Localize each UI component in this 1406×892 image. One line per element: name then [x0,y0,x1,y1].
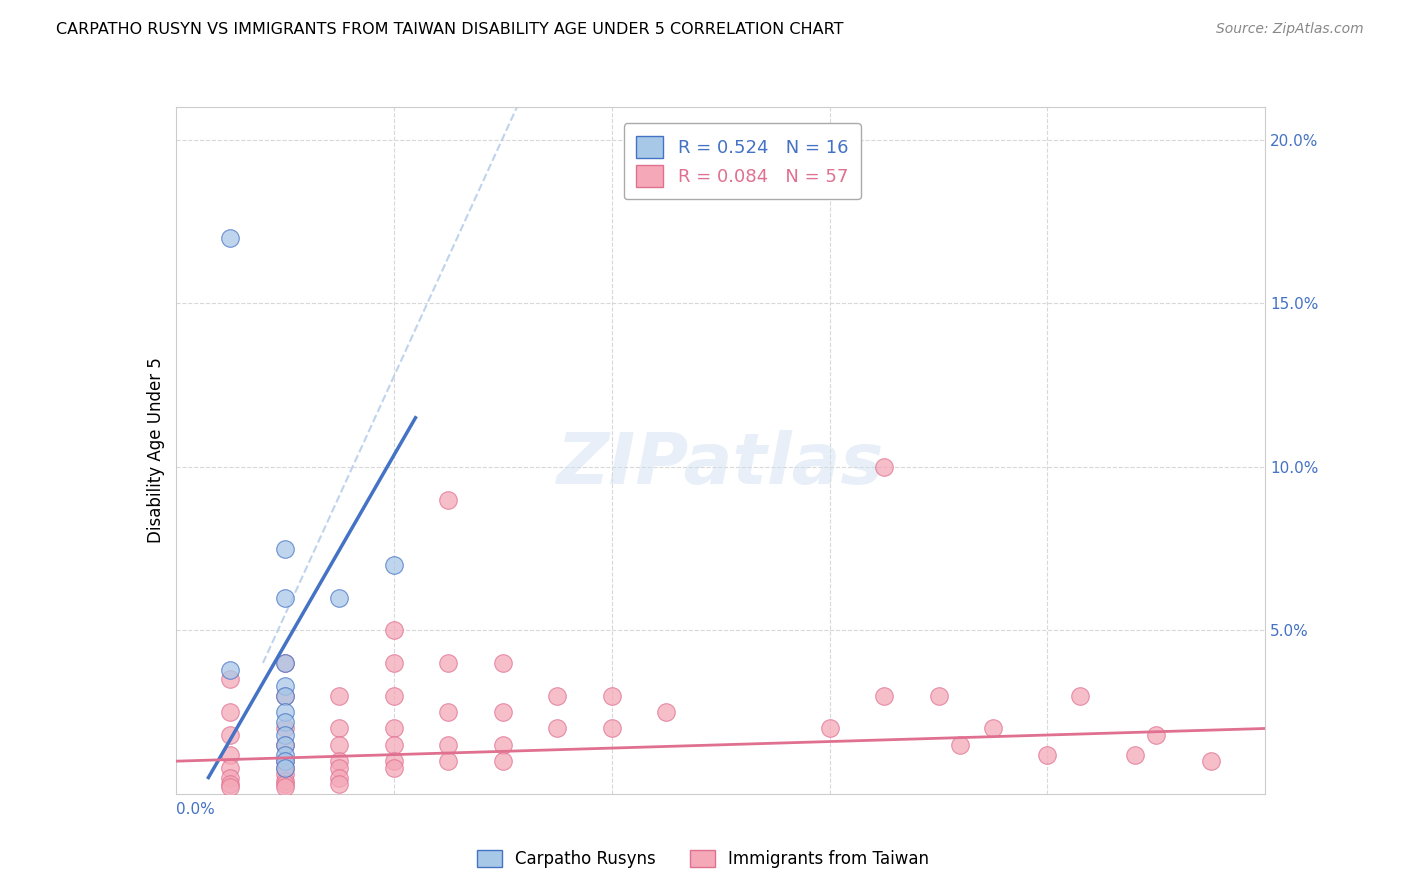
Point [219,771,242,785]
Point [382,761,405,775]
Text: Source: ZipAtlas.com: Source: ZipAtlas.com [1216,22,1364,37]
Point [873,689,896,703]
Point [274,761,297,775]
Point [328,591,350,605]
Text: CARPATHO RUSYN VS IMMIGRANTS FROM TAIWAN DISABILITY AGE UNDER 5 CORRELATION CHAR: CARPATHO RUSYN VS IMMIGRANTS FROM TAIWAN… [56,22,844,37]
Point [274,754,297,768]
Point [437,738,460,752]
Point [1199,754,1222,768]
Point [274,728,297,742]
Point [328,771,350,785]
Point [328,761,350,775]
Point [437,656,460,670]
Point [219,673,242,687]
Point [274,679,297,693]
Point [382,754,405,768]
Point [1123,747,1146,762]
Point [382,558,405,572]
Point [274,767,297,781]
Point [600,722,623,736]
Point [546,689,568,703]
Point [219,728,242,742]
Point [873,459,896,474]
Point [274,541,297,556]
Point [328,689,350,703]
Point [274,705,297,719]
Point [274,777,297,791]
Point [1036,747,1059,762]
Point [1069,689,1091,703]
Point [382,624,405,638]
Point [274,591,297,605]
Point [274,656,297,670]
Point [328,722,350,736]
Point [328,754,350,768]
Text: ZIPatlas: ZIPatlas [557,430,884,499]
Point [382,738,405,752]
Legend: Carpatho Rusyns, Immigrants from Taiwan: Carpatho Rusyns, Immigrants from Taiwan [471,843,935,875]
Point [274,747,297,762]
Point [949,738,972,752]
Point [437,492,460,507]
Point [219,777,242,791]
Point [274,714,297,729]
Point [981,722,1004,736]
Point [492,705,515,719]
Point [274,738,297,752]
Point [492,656,515,670]
Point [274,780,297,795]
Point [274,773,297,788]
Y-axis label: Disability Age Under 5: Disability Age Under 5 [146,358,165,543]
Point [219,747,242,762]
Point [546,722,568,736]
Point [219,761,242,775]
Point [492,754,515,768]
Point [328,738,350,752]
Point [219,231,242,245]
Point [274,689,297,703]
Point [274,761,297,775]
Point [1144,728,1167,742]
Point [274,738,297,752]
Point [600,689,623,703]
Point [219,663,242,677]
Point [382,689,405,703]
Point [274,656,297,670]
Point [274,689,297,703]
Point [437,754,460,768]
Legend: R = 0.524   N = 16, R = 0.084   N = 57: R = 0.524 N = 16, R = 0.084 N = 57 [624,123,860,200]
Point [382,722,405,736]
Point [655,705,678,719]
Point [437,705,460,719]
Point [219,780,242,795]
Point [274,722,297,736]
Point [274,754,297,768]
Point [382,656,405,670]
Text: 0.0%: 0.0% [176,802,215,817]
Point [328,777,350,791]
Point [928,689,950,703]
Point [219,705,242,719]
Point [492,738,515,752]
Point [818,722,841,736]
